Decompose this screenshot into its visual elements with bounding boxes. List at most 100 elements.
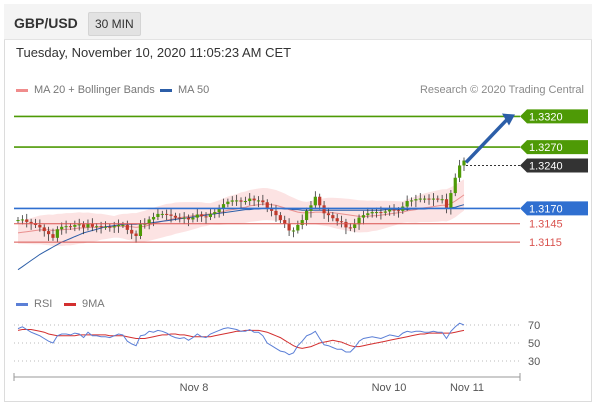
candle-body bbox=[322, 205, 326, 214]
candle-body bbox=[366, 213, 370, 216]
candle-body bbox=[444, 199, 449, 208]
candle-body bbox=[287, 223, 291, 231]
candle-body bbox=[409, 200, 414, 202]
candle-body bbox=[427, 198, 431, 200]
candle-body bbox=[208, 213, 212, 217]
candle-body bbox=[147, 219, 151, 224]
candle-body bbox=[221, 204, 226, 210]
candle-body bbox=[191, 217, 195, 220]
candle-body bbox=[130, 229, 134, 234]
candle-body bbox=[108, 226, 112, 228]
bollinger-band bbox=[18, 179, 464, 247]
candle-body bbox=[195, 214, 199, 218]
candle-body bbox=[453, 177, 457, 194]
legend-label-rsi: RSI bbox=[34, 298, 53, 310]
candle-body bbox=[405, 201, 409, 207]
candle-body bbox=[326, 213, 331, 216]
candle-body bbox=[138, 224, 143, 236]
candle-body bbox=[396, 210, 401, 212]
candle-body bbox=[230, 200, 234, 202]
candle-body bbox=[248, 198, 252, 202]
rsi-ma9-line bbox=[17, 329, 465, 349]
legend-swatch-ma50 bbox=[160, 88, 172, 92]
rsi-tick-50: 50 bbox=[528, 338, 540, 350]
candle-body bbox=[458, 165, 462, 178]
legend-item-ma20: MA 20 + Bollinger Bands bbox=[16, 84, 155, 96]
candle-body bbox=[178, 217, 182, 219]
candle-body bbox=[173, 215, 178, 218]
candle-body bbox=[374, 212, 379, 214]
candle-body bbox=[116, 224, 121, 227]
candle-body bbox=[20, 219, 24, 221]
candle-body bbox=[423, 198, 427, 200]
projection-arrowhead bbox=[502, 113, 515, 126]
candle-body bbox=[388, 209, 392, 212]
candle-body bbox=[392, 209, 396, 211]
candle-body bbox=[151, 216, 156, 220]
rsi-tick-70: 70 bbox=[528, 320, 540, 332]
candle-body bbox=[55, 229, 59, 238]
candle-body bbox=[252, 198, 256, 201]
candle-body bbox=[353, 224, 357, 229]
candle-body bbox=[121, 224, 125, 226]
legend-item-ma50: MA 50 bbox=[160, 84, 209, 96]
research-credit: Research © 2020 Trading Central bbox=[419, 84, 584, 96]
candle-body bbox=[270, 207, 274, 211]
candle-body bbox=[38, 224, 42, 228]
candle-body bbox=[29, 221, 33, 224]
candle-body bbox=[462, 160, 466, 166]
candle-body bbox=[318, 196, 322, 206]
legend-item-rsi: RSI bbox=[16, 298, 52, 310]
candle-body bbox=[99, 226, 103, 228]
candle-body bbox=[313, 196, 317, 206]
x-tick-label: Nov 11 bbox=[450, 382, 484, 394]
candle-body bbox=[239, 200, 243, 202]
legend-label-ma50: MA 50 bbox=[178, 84, 210, 96]
candle-body bbox=[68, 226, 73, 228]
candle-body bbox=[344, 221, 348, 228]
candle-body bbox=[112, 226, 116, 228]
candle-body bbox=[95, 226, 99, 228]
level-tag-1.3270 bbox=[520, 140, 588, 155]
candle-body bbox=[103, 226, 108, 228]
candle-body bbox=[81, 224, 86, 228]
timeframe-badge[interactable]: 30 MIN bbox=[88, 12, 141, 36]
x-tick-label: Nov 10 bbox=[372, 382, 407, 394]
level-label-1.3270: 1.3270 bbox=[529, 142, 563, 154]
candle-body bbox=[431, 198, 435, 200]
candle-body bbox=[331, 215, 335, 219]
candle-body bbox=[42, 227, 46, 232]
candle-body bbox=[300, 220, 304, 225]
level-tag-1.3320 bbox=[520, 109, 588, 124]
legend-label-ma20: MA 20 + Bollinger Bands bbox=[34, 84, 155, 96]
candle-body bbox=[86, 223, 90, 228]
level-label-1.3170: 1.3170 bbox=[529, 203, 563, 215]
candle-body bbox=[186, 217, 191, 220]
legend-item-9ma: 9MA bbox=[64, 298, 105, 310]
legend-swatch-ma20 bbox=[16, 88, 28, 92]
projection-arrow bbox=[464, 118, 509, 164]
candle-body bbox=[165, 213, 169, 215]
candle-body bbox=[90, 223, 94, 227]
candle-body bbox=[357, 217, 361, 225]
candle-body bbox=[16, 220, 20, 222]
candle-body bbox=[283, 220, 287, 224]
candle-body bbox=[449, 193, 453, 208]
timestamp: Tuesday, November 10, 2020 11:05:23 AM C… bbox=[16, 45, 292, 60]
candle-body bbox=[383, 211, 387, 213]
candle-body bbox=[414, 199, 418, 201]
candle-body bbox=[291, 230, 296, 232]
candle-body bbox=[204, 216, 208, 218]
candle-body bbox=[379, 212, 383, 214]
symbol-title: GBP/USD bbox=[14, 15, 78, 31]
candle-body bbox=[156, 213, 160, 217]
legend-swatch-9ma bbox=[64, 302, 76, 306]
candle-body bbox=[370, 212, 374, 214]
candle-body bbox=[125, 224, 129, 230]
candle-body bbox=[200, 214, 204, 217]
candle-body bbox=[235, 200, 239, 202]
legend-label-9ma: 9MA bbox=[82, 298, 105, 310]
candle-body bbox=[339, 221, 344, 223]
candle-body bbox=[440, 199, 444, 201]
level-label-1.3320: 1.3320 bbox=[529, 111, 563, 123]
